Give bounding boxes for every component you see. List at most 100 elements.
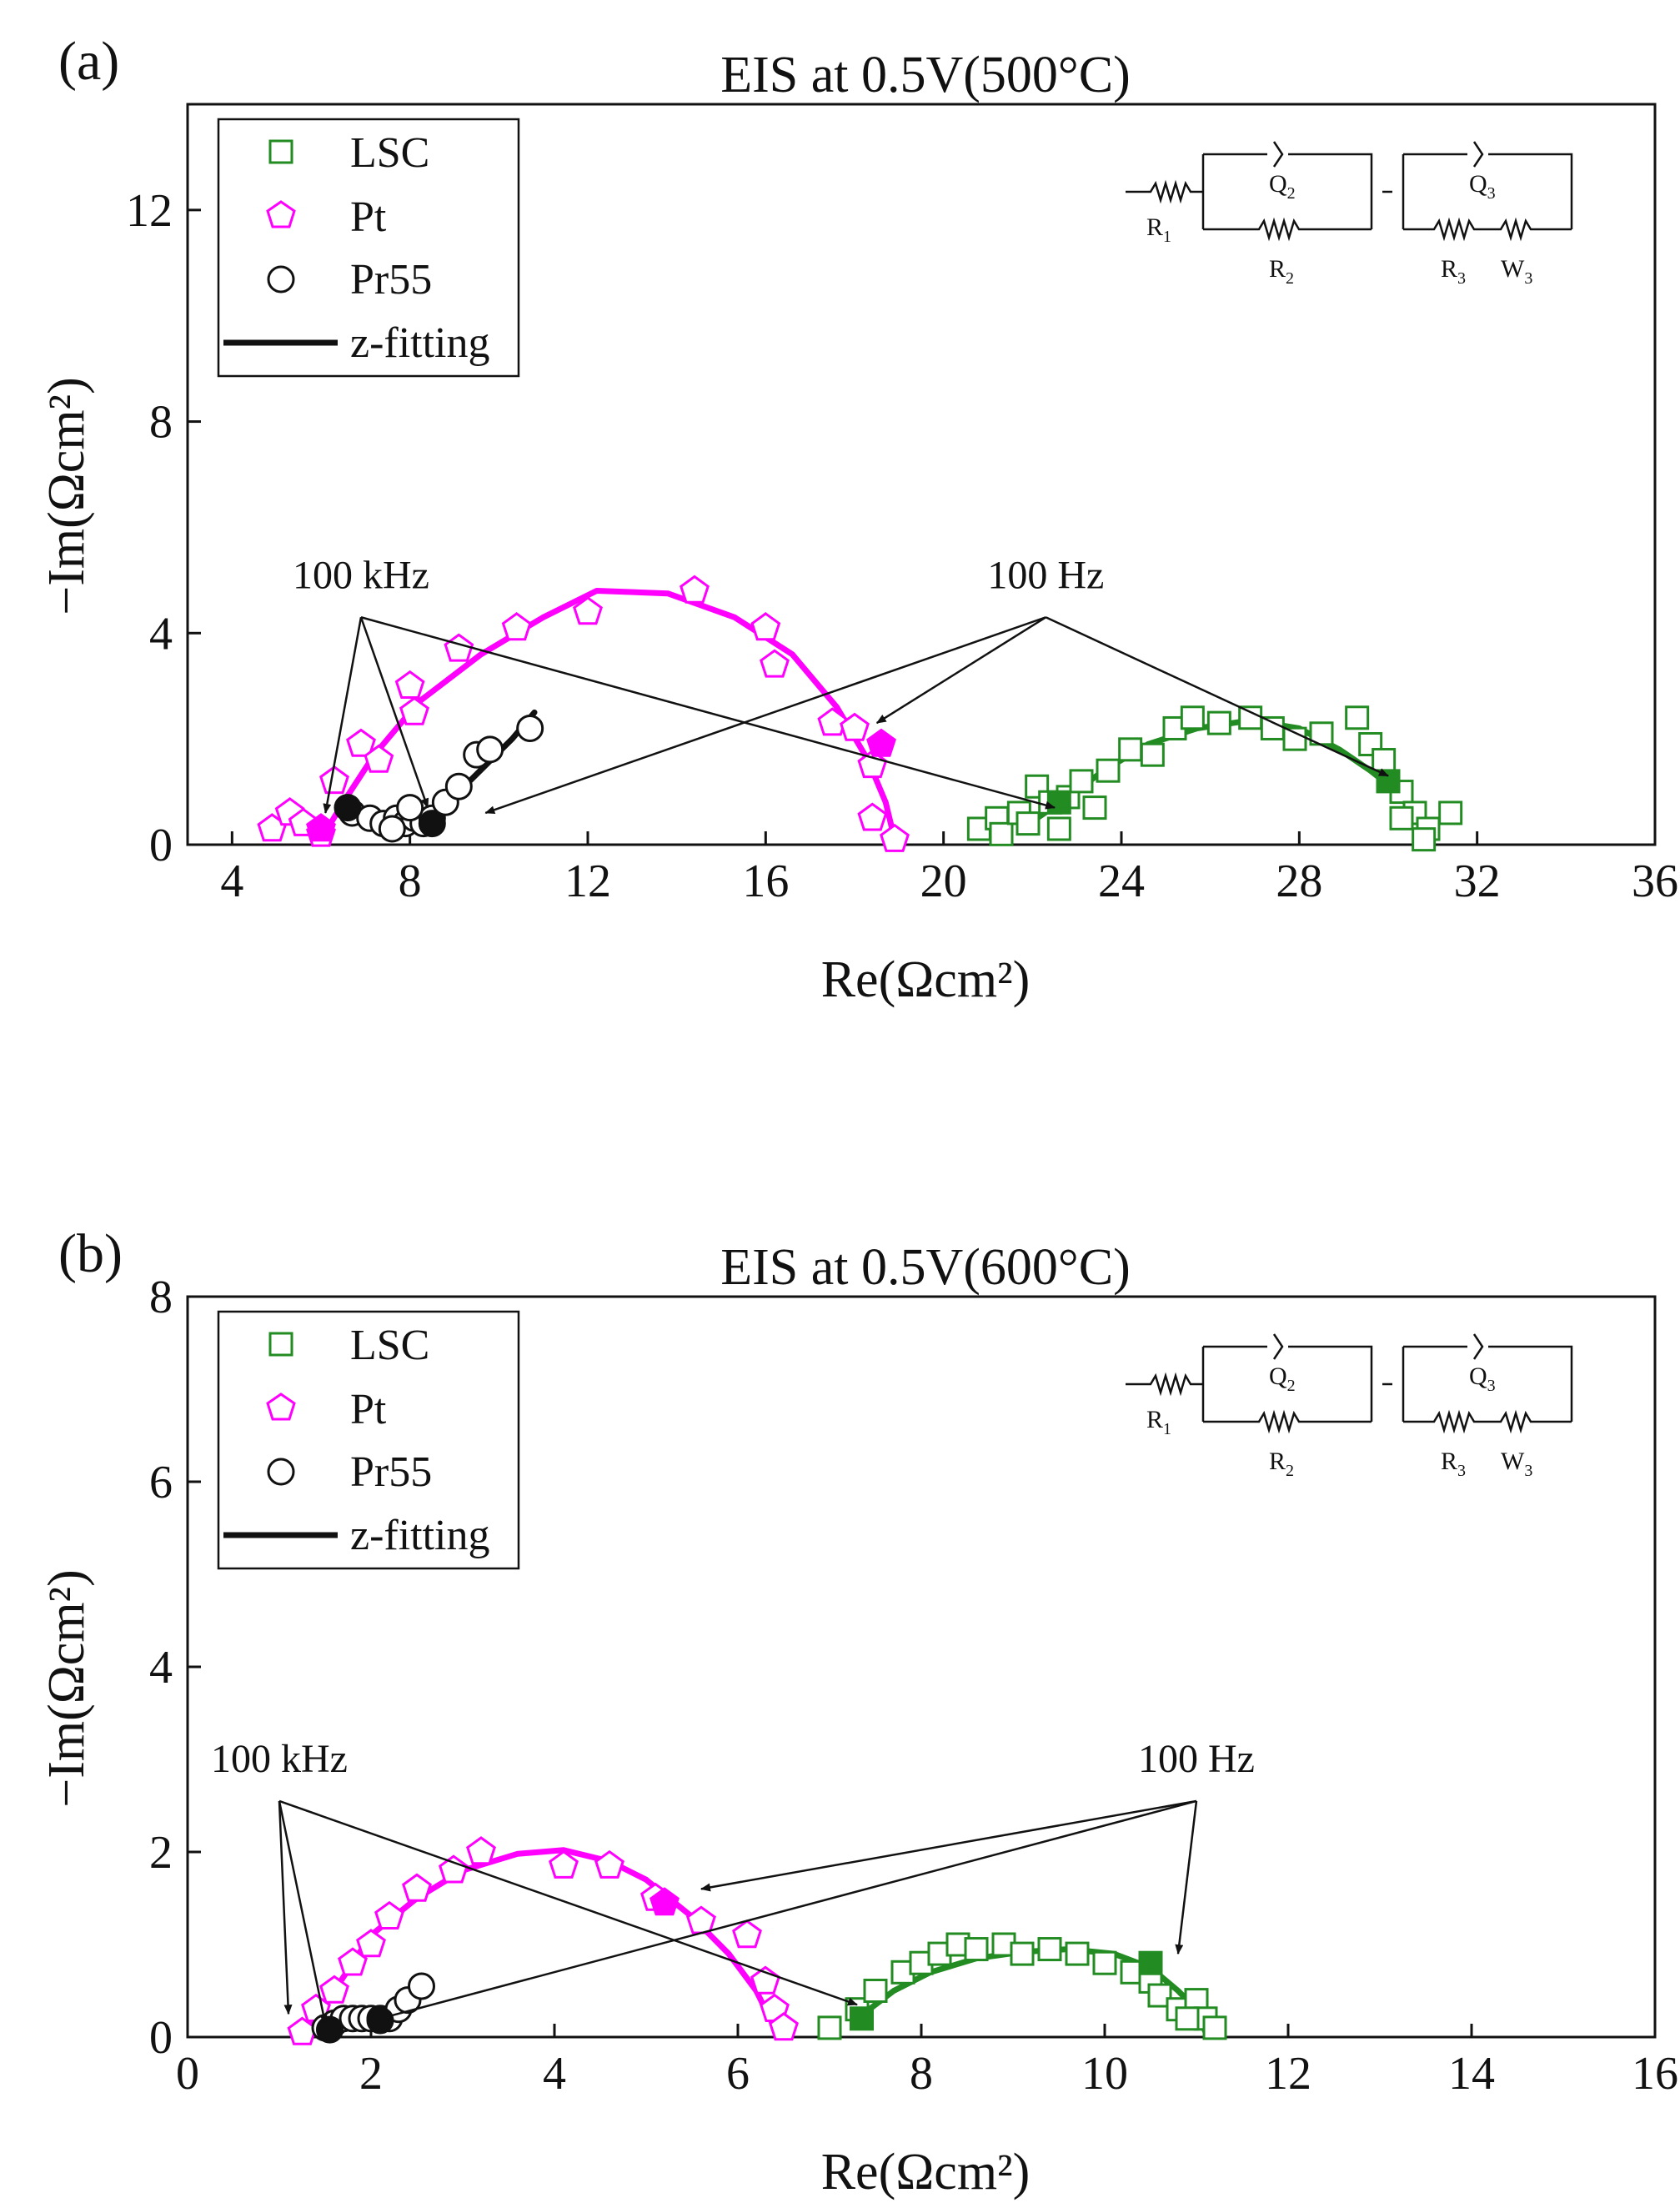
data-point-pt-a — [680, 575, 710, 604]
data-point-pt-b — [319, 1975, 349, 2004]
data-point-pt-a — [880, 823, 910, 852]
data-point-pt-a — [364, 744, 394, 773]
label-r1-main-a: R — [1146, 213, 1163, 241]
data-point-lsc-a — [1096, 758, 1121, 783]
y-tick-label-b-1: 2 — [149, 1827, 173, 1879]
data-point-lsc-b — [1010, 1941, 1035, 1966]
label-w3-main-b: W — [1501, 1448, 1525, 1475]
data-point-pr55-a — [476, 735, 504, 764]
circuit-label-r3-b: R3 — [1441, 1448, 1466, 1480]
y-tick-label-b-0: 0 — [149, 2012, 173, 2064]
annotation-arrow-a-0-2 — [360, 616, 1056, 810]
x-tick-label-a-2: 12 — [564, 856, 611, 907]
cpe-q3-a — [1472, 141, 1484, 168]
chart-title-b: EIS at 0.5V(600°C) — [720, 1239, 1130, 1296]
data-point-pt-a — [501, 612, 532, 641]
legend-marker-pt-a — [266, 200, 296, 228]
legend-marker-pr55-a — [267, 265, 295, 294]
label-r1-main-b: R — [1146, 1406, 1163, 1433]
data-point-pr55-a — [396, 794, 424, 822]
cpe-q3-b — [1472, 1333, 1484, 1360]
legend-b: LSC Pt Pr55 z-fitting — [217, 1310, 520, 1570]
label-w3-main-a: W — [1501, 255, 1525, 283]
circuit-label-r1-a: R1 — [1146, 213, 1171, 246]
legend-label-pt-b: Pt — [350, 1386, 387, 1433]
y-axis-label-a: −Im(Ωcm²) — [38, 377, 95, 615]
data-point-lsc-a — [1238, 705, 1263, 730]
legend-a: LSC Pt Pr55 z-fitting — [217, 118, 520, 378]
series-layer-a — [257, 575, 1463, 852]
data-point-lsc-a — [1412, 827, 1437, 852]
data-point-pt-b — [402, 1873, 432, 1902]
legend-marker-pr55-b — [267, 1458, 295, 1486]
annotation-arrow-a-1-2 — [1045, 616, 1389, 777]
data-point-lsc-a — [1372, 748, 1397, 773]
y-tick-label-b-4: 8 — [149, 1272, 173, 1323]
label-q3-sub-a: 3 — [1487, 184, 1496, 203]
highlight-point-lsc-a — [1046, 790, 1071, 815]
resistor-r1-b — [1126, 1372, 1203, 1397]
label-r1-sub-a: 1 — [1163, 228, 1171, 246]
highlight-point-pt-a — [306, 813, 336, 842]
data-point-lsc-a — [1046, 816, 1071, 841]
data-point-lsc-a — [1358, 731, 1383, 756]
data-point-pt-a — [399, 696, 429, 725]
data-point-pt-b — [356, 1929, 386, 1958]
y-tick-label-a-0: 0 — [149, 820, 173, 871]
data-point-pt-a — [760, 649, 790, 678]
circuit-label-q3-a: Q3 — [1469, 170, 1496, 203]
x-tick-label-b-7: 14 — [1448, 2048, 1495, 2100]
x-tick-label-b-4: 8 — [910, 2048, 933, 2100]
legend-box-b — [217, 1310, 520, 1570]
panel-a: (a) EIS at 0.5V(500°C) Re(Ωcm²) −Im(Ωcm²… — [38, 31, 1678, 1008]
y-tick-label-b-3: 6 — [149, 1457, 173, 1508]
equivalent-circuit-a — [1126, 141, 1573, 242]
highlight-point-pt-a — [866, 728, 896, 757]
y-tick-label-a-2: 8 — [149, 397, 173, 449]
annotation-arrow-b-0-1 — [278, 1800, 328, 2025]
label-r3-sub-b: 3 — [1457, 1462, 1466, 1480]
data-point-pt-a — [394, 670, 425, 699]
resistor-r3-w3-a — [1403, 217, 1572, 242]
data-point-lsc-b — [1175, 2006, 1200, 2031]
x-tick-label-a-3: 16 — [742, 856, 789, 907]
highlight-point-lsc-b — [850, 2006, 874, 2031]
legend-box-a — [217, 118, 520, 378]
label-w3-sub-a: 3 — [1524, 269, 1532, 288]
data-point-lsc-a — [1260, 715, 1285, 740]
legend-label-lsc-a: LSC — [350, 129, 429, 177]
circuit-label-r3-a: R3 — [1441, 255, 1466, 288]
data-point-lsc-a — [1082, 795, 1107, 820]
panel-b: (b) EIS at 0.5V(600°C) Re(Ωcm²) −Im(Ωcm²… — [38, 1223, 1678, 2200]
highlight-point-pr55-a — [418, 810, 446, 838]
legend-label-fit-b: z-fitting — [350, 1512, 490, 1559]
label-r3-main-b: R — [1441, 1448, 1457, 1475]
legend-marker-lsc-b — [268, 1332, 293, 1357]
resistor-r3-w3-b — [1403, 1409, 1572, 1434]
data-point-pr55-b — [408, 1972, 435, 2000]
circuit-label-w3-b: W3 — [1501, 1448, 1532, 1480]
annotation-arrow-b-1-2 — [1175, 1800, 1198, 1955]
label-r2-main-a: R — [1269, 255, 1286, 283]
data-point-lsc-b — [1202, 2015, 1227, 2040]
circuit-labels-b: R1 Q2 R2 Q3 R3 W3 — [1146, 1362, 1532, 1480]
circuit-label-w3-a: W3 — [1501, 255, 1532, 288]
x-tick-label-b-0: 0 — [176, 2048, 199, 2100]
legend-marker-pt-b — [266, 1393, 296, 1421]
label-q2-main-b: Q — [1269, 1362, 1287, 1390]
data-point-pt-a — [573, 596, 603, 625]
highlight-point-lsc-b — [1138, 1950, 1163, 1975]
highlight-point-pt-b — [649, 1887, 680, 1916]
data-point-lsc-b — [1092, 1950, 1117, 1975]
data-point-lsc-a — [1140, 742, 1165, 767]
label-q2-main-a: Q — [1269, 170, 1287, 198]
legend-label-pr55-b: Pr55 — [350, 1448, 432, 1496]
panel-label-a: (a) — [58, 31, 119, 92]
data-point-pr55-a — [378, 815, 406, 843]
highlight-point-pr55-a — [333, 794, 362, 822]
data-point-pt-a — [857, 802, 888, 831]
y-tick-label-a-3: 12 — [126, 185, 173, 237]
x-tick-label-a-6: 28 — [1276, 856, 1322, 907]
circuit-label-q3-b: Q3 — [1469, 1362, 1496, 1395]
